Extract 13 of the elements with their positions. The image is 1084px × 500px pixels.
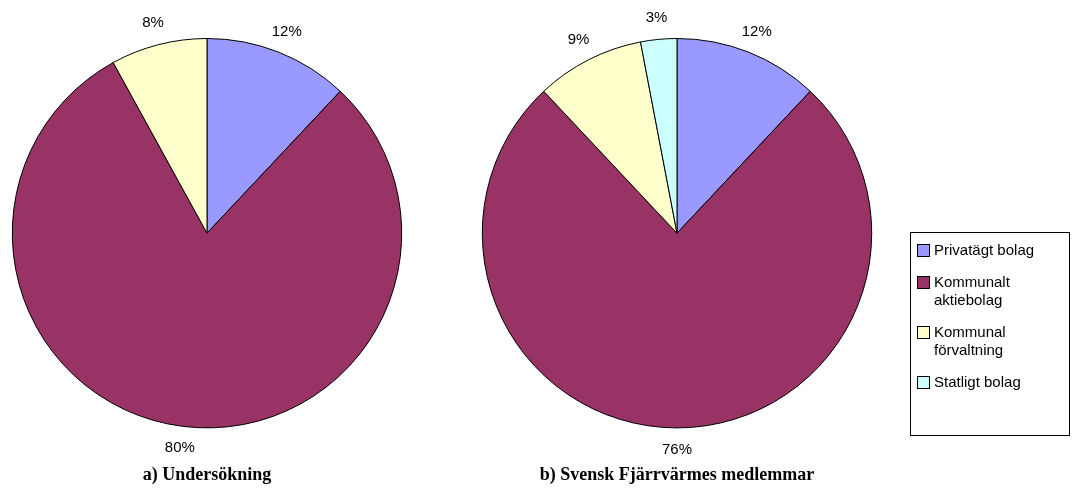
data-label: 80% <box>164 438 195 456</box>
text: b) Svensk Fjärrvärmes medlemmar <box>539 463 815 485</box>
data-label: 12% <box>271 21 302 39</box>
text: a) Undersökning <box>142 463 272 485</box>
data-label: 3% <box>645 7 668 25</box>
data-label: 12% <box>741 21 772 39</box>
data-label: 9% <box>567 30 590 48</box>
legend-label: Kommunal förvaltning <box>934 323 1007 359</box>
data-label: 76% <box>661 440 693 458</box>
legend-label: Kommunalt aktiebolag <box>934 273 1011 309</box>
legend-label: Statligt bolag <box>934 373 1021 391</box>
legend-label: Privatägt bolag <box>934 241 1035 259</box>
data-label: 8% <box>142 13 164 31</box>
